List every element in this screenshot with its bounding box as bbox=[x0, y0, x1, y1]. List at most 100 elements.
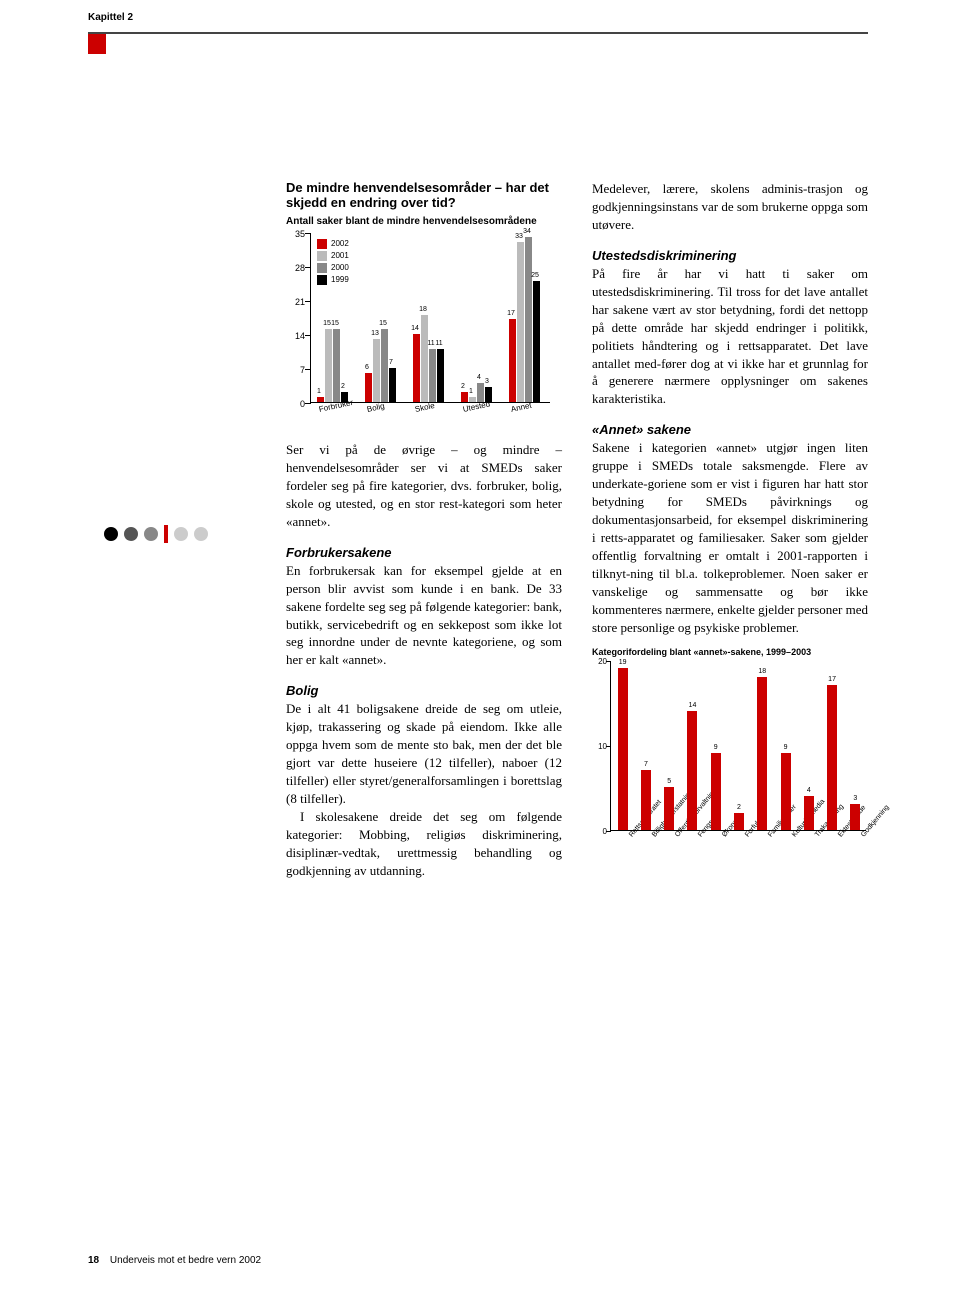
chart1-bar bbox=[525, 237, 532, 402]
ornament-dots bbox=[104, 525, 208, 543]
chart1-bar bbox=[429, 349, 436, 402]
chart1-value-label: 15 bbox=[330, 320, 340, 327]
chart1-bar bbox=[533, 281, 540, 402]
chart2-value-label: 18 bbox=[756, 668, 768, 675]
chart1-ytick bbox=[305, 403, 311, 404]
chart1-category-label: Bolig bbox=[366, 401, 385, 414]
chart1-value-label: 2 bbox=[338, 383, 348, 390]
chart1-ytick bbox=[305, 335, 311, 336]
chart1-bar bbox=[325, 329, 332, 402]
chart2-value-label: 4 bbox=[803, 787, 815, 794]
header-underline bbox=[88, 32, 868, 34]
utested-para: På fire år har vi hatt ti saker om utest… bbox=[592, 265, 868, 409]
chart2-bar bbox=[664, 787, 674, 830]
dot-dark bbox=[124, 527, 138, 541]
chart1-bar bbox=[477, 383, 484, 402]
forbruker-heading: Forbrukersakene bbox=[286, 545, 562, 560]
chart1-bar bbox=[437, 349, 444, 402]
chart2-bar bbox=[641, 770, 651, 830]
chart1-value-label: 15 bbox=[378, 320, 388, 327]
chart2-value-label: 9 bbox=[710, 744, 722, 751]
chart1-value-label: 34 bbox=[522, 228, 532, 235]
chart1-ylabel: 21 bbox=[287, 297, 305, 307]
chart1-value-label: 13 bbox=[370, 330, 380, 337]
dot-light1 bbox=[174, 527, 188, 541]
chart2-title: Kategorifordeling blant «annet»-sakene, … bbox=[592, 647, 868, 657]
footer: 18 Underveis mot et bedre vern 2002 bbox=[88, 1255, 261, 1266]
chart2-value-label: 14 bbox=[686, 702, 698, 709]
chart1-bar bbox=[317, 397, 324, 402]
chart2-value-label: 2 bbox=[733, 804, 745, 811]
ornament-bar bbox=[164, 525, 168, 543]
chart2-value-label: 3 bbox=[849, 795, 861, 802]
chart1-bar bbox=[373, 339, 380, 402]
chapter-header: Kapittel 2 bbox=[88, 12, 133, 23]
chart2-value-label: 17 bbox=[826, 676, 838, 683]
chart1-ylabel: 7 bbox=[287, 365, 305, 375]
legend-label: 1999 bbox=[331, 275, 349, 284]
bolig-heading: Bolig bbox=[286, 683, 562, 698]
legend-label: 2000 bbox=[331, 263, 349, 272]
chart2-ylabel: 20 bbox=[593, 657, 607, 666]
chart1-value-label: 14 bbox=[410, 325, 420, 332]
dot-black bbox=[104, 527, 118, 541]
footer-title: Underveis mot et bedre vern 2002 bbox=[110, 1255, 261, 1266]
chart1-ytick bbox=[305, 233, 311, 234]
chart2-container: 0102019Rettsapparatet7Billighetserstatni… bbox=[592, 661, 868, 881]
chart1-ylabel: 14 bbox=[287, 331, 305, 341]
dot-light2 bbox=[194, 527, 208, 541]
chart1-value-label: 1 bbox=[314, 388, 324, 395]
chart2-bar bbox=[850, 804, 860, 830]
chart1-value-label: 7 bbox=[386, 359, 396, 366]
legend-swatch bbox=[317, 263, 327, 273]
bolig-para1: De i alt 41 boligsakene dreide de seg om… bbox=[286, 700, 562, 808]
utested-heading: Utestedsdiskriminering bbox=[592, 248, 868, 263]
chart1-plot: 07142128352002200120001999115152Forbruke… bbox=[310, 233, 550, 403]
legend-swatch bbox=[317, 251, 327, 261]
chart2-bar bbox=[711, 753, 721, 830]
chart2-bar bbox=[804, 796, 814, 830]
chart2-ylabel: 10 bbox=[593, 742, 607, 751]
para-overview: Ser vi på de øvrige – og mindre – henven… bbox=[286, 441, 562, 531]
chart1-bar bbox=[389, 368, 396, 402]
legend-label: 2001 bbox=[331, 251, 349, 260]
legend-label: 2002 bbox=[331, 239, 349, 248]
chart2-value-label: 5 bbox=[663, 778, 675, 785]
chart1-ylabel: 0 bbox=[287, 399, 305, 409]
right-top-para: Medelever, lærere, skolens adminis-trasj… bbox=[592, 180, 868, 234]
chart1-value-label: 3 bbox=[482, 378, 492, 385]
chart1-ylabel: 35 bbox=[287, 229, 305, 239]
chart1-category-label: Skole bbox=[414, 401, 435, 414]
chart1-ytick bbox=[305, 267, 311, 268]
annet-heading: «Annet» sakene bbox=[592, 422, 868, 437]
chart2-bar bbox=[827, 685, 837, 830]
red-tab bbox=[88, 34, 106, 54]
chart1-bar bbox=[333, 329, 340, 402]
chart2-bar bbox=[757, 677, 767, 830]
chart1-bar bbox=[421, 315, 428, 402]
chart1-value-label: 6 bbox=[362, 364, 372, 371]
forbruker-para: En forbrukersak kan for eksempel gjelde … bbox=[286, 562, 562, 670]
chart2-bar bbox=[734, 813, 744, 830]
page-number: 18 bbox=[88, 1255, 99, 1266]
bolig-para2: I skolesakene dreide det seg om følgende… bbox=[286, 808, 562, 880]
chart2-bar bbox=[618, 668, 628, 830]
chart2-value-label: 7 bbox=[640, 761, 652, 768]
right-column: Medelever, lærere, skolens adminis-trasj… bbox=[592, 180, 868, 881]
left-column: De mindre henvendelsesområder – har det … bbox=[286, 180, 562, 880]
chart1-value-label: 17 bbox=[506, 310, 516, 317]
chart1-bar bbox=[517, 242, 524, 402]
chart1-value-label: 18 bbox=[418, 306, 428, 313]
chart1-ytick bbox=[305, 369, 311, 370]
chart1-value-label: 1 bbox=[466, 388, 476, 395]
chart2-bar bbox=[781, 753, 791, 830]
chart1-container: 07142128352002200120001999115152Forbruke… bbox=[286, 233, 552, 433]
chart2-value-label: 9 bbox=[780, 744, 792, 751]
chart1-bar bbox=[365, 373, 372, 402]
chart2-bar bbox=[687, 711, 697, 830]
chart1-bar bbox=[509, 319, 516, 402]
legend-swatch bbox=[317, 239, 327, 249]
chart2-plot: 0102019Rettsapparatet7Billighetserstatni… bbox=[610, 661, 866, 831]
dot-mid bbox=[144, 527, 158, 541]
annet-para: Sakene i kategorien «annet» utgjør ingen… bbox=[592, 439, 868, 636]
